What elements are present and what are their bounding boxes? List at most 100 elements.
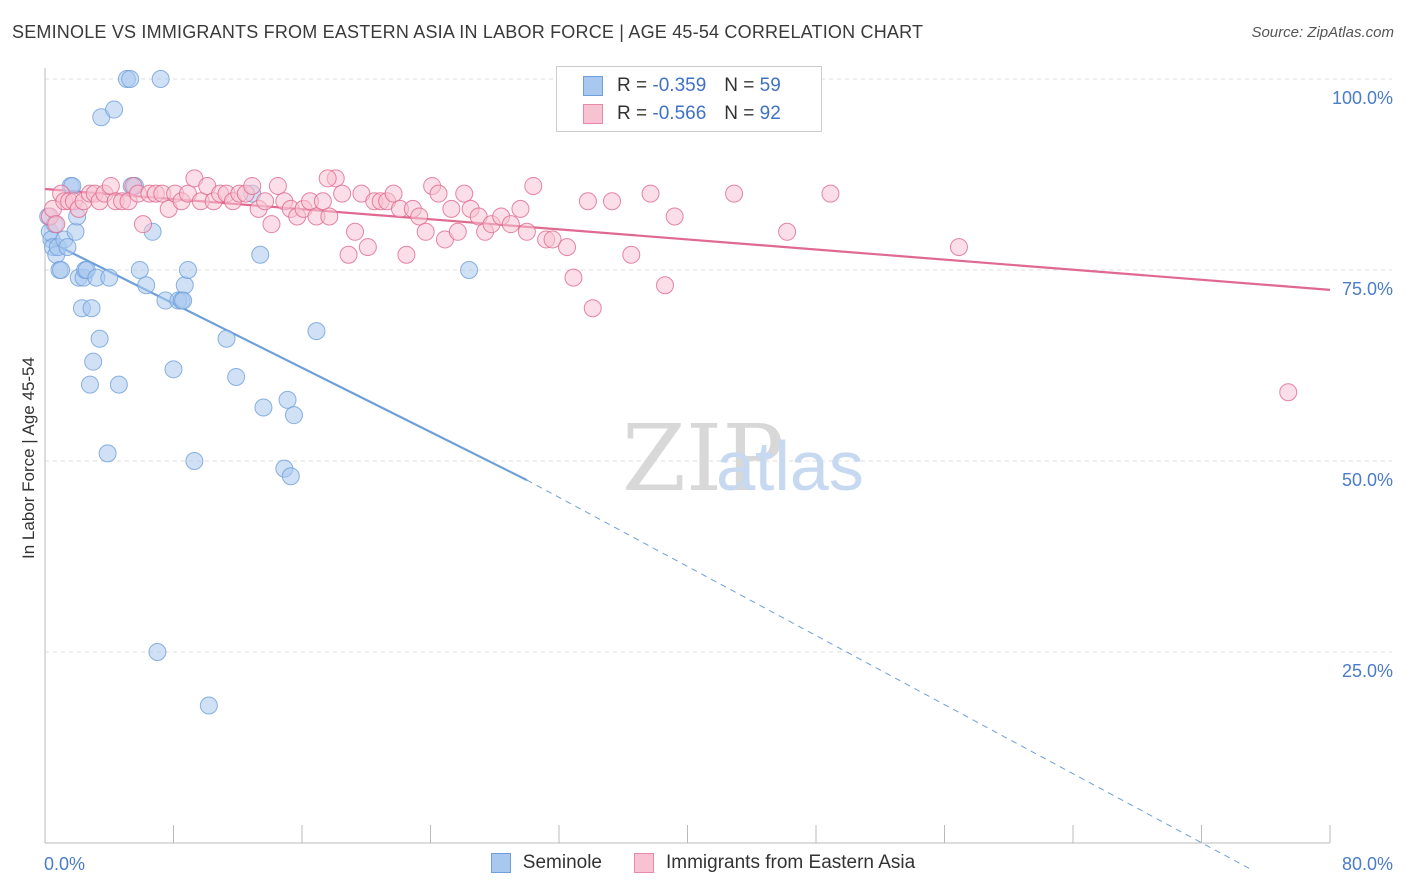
data-point bbox=[262, 215, 281, 234]
data-point bbox=[543, 230, 562, 249]
data-point bbox=[109, 375, 128, 394]
legend-item-seminole: Seminole bbox=[490, 852, 602, 874]
data-point bbox=[66, 222, 85, 241]
series-seminole bbox=[39, 70, 479, 715]
legend-r-label: R = bbox=[617, 75, 648, 96]
data-point bbox=[603, 192, 622, 211]
data-point bbox=[339, 245, 358, 264]
data-point bbox=[778, 222, 797, 241]
data-point bbox=[501, 215, 520, 234]
legend-row-eastern-asia: R = -0.566 N = 92 bbox=[583, 100, 781, 128]
y-tick-labels: 25.0% 50.0% 75.0% 100.0% bbox=[1332, 88, 1393, 681]
data-point bbox=[217, 329, 236, 348]
legend-label-eastern-asia: Immigrants from Eastern Asia bbox=[666, 852, 916, 873]
trend-line-seminole bbox=[44, 238, 528, 482]
data-point bbox=[148, 643, 167, 661]
data-point bbox=[100, 268, 119, 287]
trend-line-seminole-extension bbox=[526, 479, 1251, 870]
legend-n-label: N = bbox=[724, 103, 755, 124]
data-point bbox=[254, 398, 273, 417]
legend-swatch-seminole bbox=[583, 76, 603, 96]
data-point bbox=[725, 184, 744, 203]
data-point bbox=[641, 184, 660, 203]
legend-row-seminole: R = -0.359 N = 59 bbox=[583, 72, 781, 100]
data-point bbox=[656, 276, 675, 295]
legend-swatch-seminole bbox=[490, 853, 511, 873]
data-point bbox=[949, 238, 968, 257]
data-point bbox=[665, 207, 684, 226]
data-point bbox=[199, 696, 218, 715]
data-point bbox=[429, 184, 448, 203]
data-point bbox=[313, 192, 332, 211]
data-point bbox=[442, 199, 461, 218]
legend-swatch-eastern-asia bbox=[583, 104, 603, 124]
data-point bbox=[578, 192, 597, 211]
data-point bbox=[268, 176, 287, 195]
data-point bbox=[397, 245, 416, 264]
data-point bbox=[622, 245, 641, 264]
data-point bbox=[90, 329, 109, 348]
y-tick-label: 100.0% bbox=[1332, 88, 1393, 108]
data-point bbox=[243, 176, 262, 195]
data-point bbox=[58, 238, 77, 257]
data-point bbox=[47, 215, 66, 234]
data-point bbox=[178, 261, 197, 279]
data-point bbox=[284, 406, 303, 425]
data-point bbox=[358, 238, 377, 257]
data-point bbox=[82, 299, 101, 318]
legend-r-value: -0.359 bbox=[652, 75, 707, 96]
watermark-atlas: atlas bbox=[716, 427, 864, 505]
legend-n-label: N = bbox=[724, 75, 755, 96]
data-point bbox=[278, 390, 297, 409]
legend-label-seminole: Seminole bbox=[522, 852, 602, 873]
legend-n-value: 92 bbox=[759, 103, 781, 124]
legend-item-eastern-asia: Immigrants from Eastern Asia bbox=[634, 852, 915, 874]
data-point bbox=[52, 261, 71, 279]
grid-lines bbox=[45, 78, 1392, 653]
data-point bbox=[164, 360, 183, 379]
data-point bbox=[101, 176, 120, 195]
data-point bbox=[1279, 383, 1298, 402]
data-point bbox=[227, 367, 246, 386]
data-point bbox=[460, 261, 479, 279]
y-tick-label: 25.0% bbox=[1342, 661, 1393, 681]
data-point bbox=[384, 184, 403, 203]
axes bbox=[44, 68, 1331, 844]
data-point bbox=[98, 444, 117, 463]
x-tick-label: 80.0% bbox=[1342, 854, 1393, 874]
data-point bbox=[346, 222, 365, 241]
y-axis-label: In Labor Force | Age 45-54 bbox=[19, 357, 38, 559]
trend-lines bbox=[44, 187, 1331, 870]
y-tick-label: 50.0% bbox=[1342, 470, 1393, 490]
data-point bbox=[151, 70, 170, 88]
data-point bbox=[133, 215, 152, 234]
data-point bbox=[583, 299, 602, 318]
series-eastern-asia bbox=[40, 169, 1298, 402]
series-legend: Seminole Immigrants from Eastern Asia bbox=[0, 852, 1406, 874]
data-point bbox=[84, 352, 103, 371]
data-point bbox=[185, 452, 204, 470]
data-point bbox=[137, 276, 156, 295]
data-point bbox=[80, 375, 99, 394]
data-points bbox=[39, 70, 1298, 715]
data-point bbox=[121, 70, 140, 88]
data-point bbox=[333, 184, 352, 203]
data-point bbox=[455, 184, 474, 203]
data-point bbox=[175, 276, 194, 295]
chart-title: SEMINOLE VS IMMIGRANTS FROM EASTERN ASIA… bbox=[12, 22, 924, 42]
data-point bbox=[821, 184, 840, 203]
data-point bbox=[448, 222, 467, 241]
legend-r-value: -0.566 bbox=[652, 103, 707, 124]
data-point bbox=[524, 176, 543, 195]
data-point bbox=[307, 322, 326, 341]
legend-swatch-eastern-asia bbox=[634, 853, 654, 873]
legend-r-label: R = bbox=[617, 103, 648, 124]
data-point bbox=[416, 222, 435, 241]
source-label: Source: ZipAtlas.com bbox=[1251, 24, 1394, 41]
data-point bbox=[251, 245, 270, 264]
x-tick-label: 0.0% bbox=[44, 854, 85, 874]
data-point bbox=[174, 291, 193, 310]
y-tick-label: 75.0% bbox=[1342, 279, 1393, 299]
data-point bbox=[105, 100, 124, 119]
